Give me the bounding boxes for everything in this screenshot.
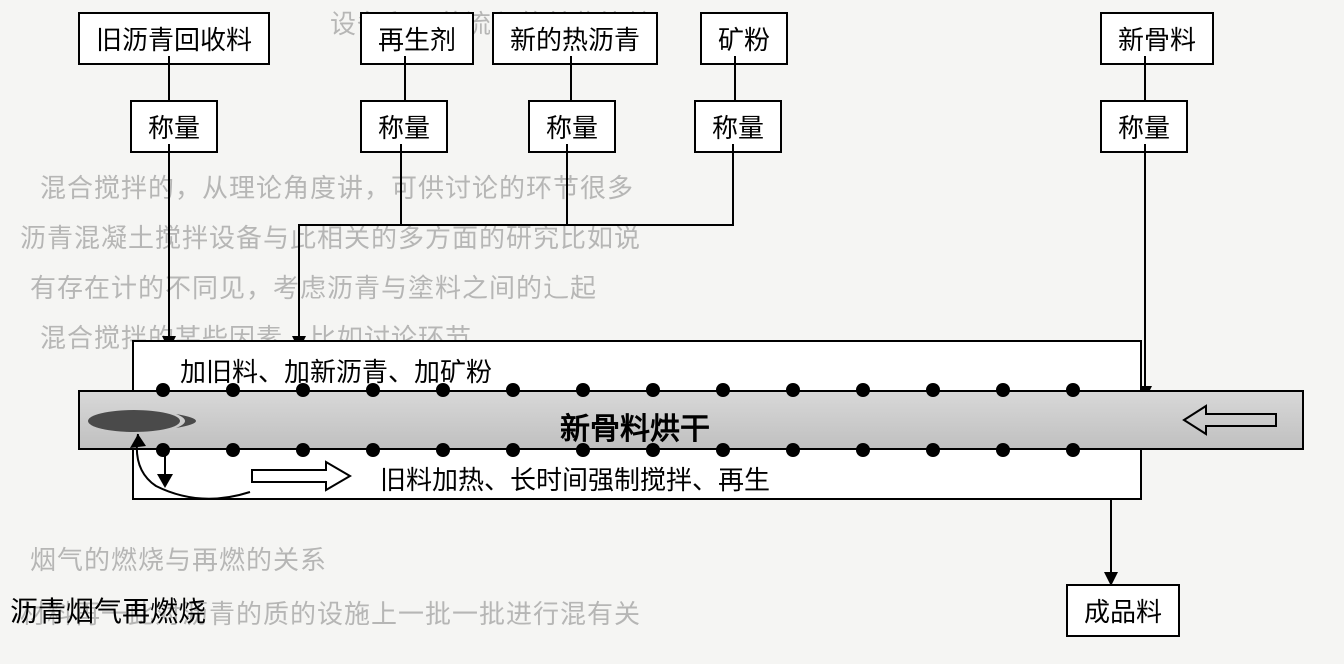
weigh-label: 称量	[712, 108, 764, 145]
drum-dot	[436, 443, 450, 457]
feed-line-2v	[400, 144, 402, 224]
bg-noise: 有存在计的不同见，考虑沥青与塗料之间的辶起	[30, 268, 597, 305]
drum-dot	[716, 383, 730, 397]
flow-arrow-left-icon	[1180, 400, 1280, 440]
feed-line-1	[168, 144, 170, 340]
drum-dot	[996, 443, 1010, 457]
feed-line-3v	[566, 144, 568, 224]
drum-dot	[576, 383, 590, 397]
input-label: 新骨料	[1118, 20, 1196, 57]
drum-dot	[926, 383, 940, 397]
merge-drop	[298, 224, 300, 340]
drum-dot	[856, 443, 870, 457]
output-label: 成品料	[1084, 592, 1162, 629]
drum-dot	[786, 383, 800, 397]
input-label: 新的热沥青	[510, 20, 640, 57]
input-box-new-asphalt: 新的热沥青	[492, 12, 658, 65]
merge-line	[298, 224, 734, 226]
flame-label: 沥青烟气再燃烧	[10, 590, 206, 630]
input-label: 旧沥青回收料	[96, 20, 252, 57]
drum-dot	[436, 383, 450, 397]
drum-dot	[1066, 383, 1080, 397]
output-line	[1110, 500, 1112, 576]
input-box-old-asphalt: 旧沥青回收料	[78, 12, 270, 65]
feed-line-5	[1144, 144, 1146, 390]
weigh-box-2: 称量	[360, 100, 448, 153]
flow-arrow-right-icon	[246, 456, 356, 496]
drum-dot	[156, 383, 170, 397]
drum-dot	[926, 443, 940, 457]
drum-dot	[576, 443, 590, 457]
drum-dot	[996, 383, 1010, 397]
drum-dot	[366, 383, 380, 397]
drum-lower-label: 旧料加热、长时间强制搅拌、再生	[380, 460, 770, 497]
bg-noise: 烟气的燃烧与再燃的关系	[30, 540, 327, 577]
drum-center-label: 新骨料烘干	[560, 404, 710, 448]
output-box: 成品料	[1066, 584, 1180, 637]
weigh-label: 称量	[546, 108, 598, 145]
connector	[734, 56, 736, 100]
bg-noise: 混合搅拌的，从理论角度讲，可供讨论的环节很多	[40, 168, 634, 205]
connector	[404, 56, 406, 100]
connector	[1144, 56, 1146, 100]
connector	[168, 56, 170, 100]
weigh-box-1: 称量	[130, 100, 218, 153]
drum-dot	[296, 383, 310, 397]
drum-dot	[296, 443, 310, 457]
input-box-mineral: 矿粉	[700, 12, 788, 65]
drum-dot	[786, 443, 800, 457]
drum-dot	[226, 383, 240, 397]
weigh-label: 称量	[378, 108, 430, 145]
input-label: 再生剂	[378, 20, 456, 57]
weigh-label: 称量	[1118, 108, 1170, 145]
drum-dot	[646, 383, 660, 397]
drum-dot	[1066, 443, 1080, 457]
drum-dot	[506, 383, 520, 397]
input-label: 矿粉	[718, 20, 770, 57]
flame-curve-icon	[120, 430, 260, 530]
feed-line-4v	[732, 144, 734, 224]
drum-dot	[506, 443, 520, 457]
drum-dot	[856, 383, 870, 397]
input-box-new-aggregate: 新骨料	[1100, 12, 1214, 65]
weigh-box-3: 称量	[528, 100, 616, 153]
input-box-regenerant: 再生剂	[360, 12, 474, 65]
connector	[570, 56, 572, 100]
weigh-box-4: 称量	[694, 100, 782, 153]
drum-dot	[716, 443, 730, 457]
drum-dot	[646, 443, 660, 457]
weigh-label: 称量	[148, 108, 200, 145]
drum-dot	[366, 443, 380, 457]
flame-down-arrow-icon	[150, 448, 180, 492]
